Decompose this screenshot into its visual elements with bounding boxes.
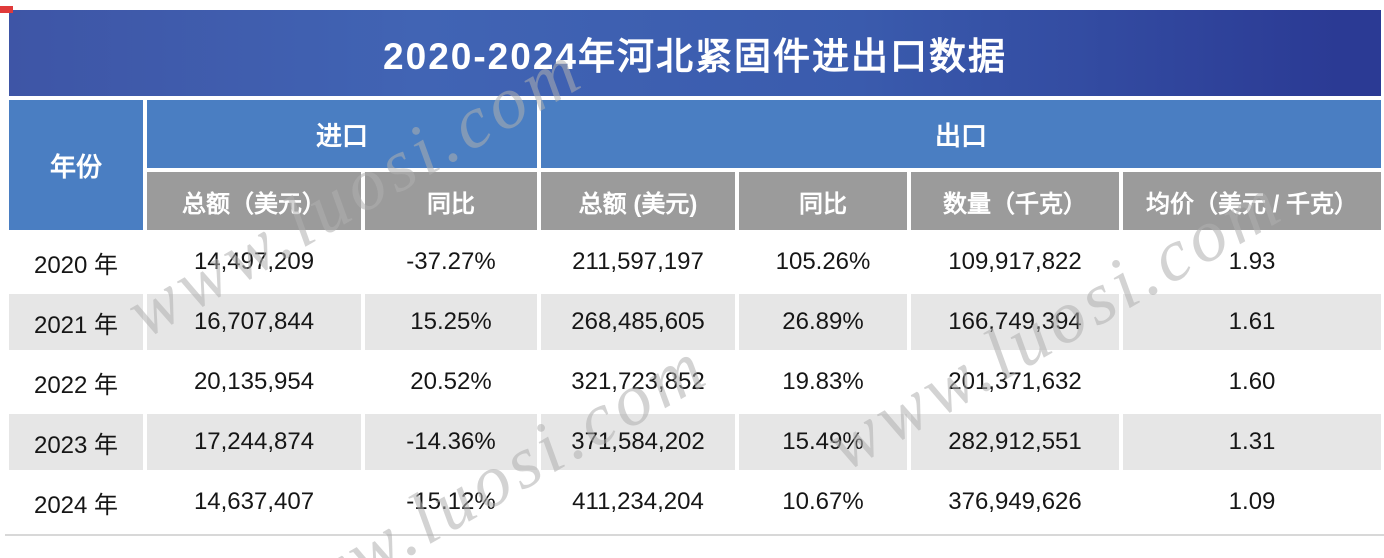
year-cell: 2023 年 [9,414,143,470]
import-yoy-cell: -37.27% [365,234,537,290]
import-yoy-cell: -15.12% [365,474,537,530]
table-row-2020: 2020 年 14,497,209 -37.27% 211,597,197 10… [9,234,1382,290]
col-header-export-quantity: 数量（千克） [911,172,1119,230]
col-header-import-total: 总额（美元） [147,172,361,230]
export-yoy-cell: 19.83% [739,354,907,410]
col-header-export-avg-price: 均价（美元 / 千克） [1123,172,1382,230]
import-yoy-cell: 15.25% [365,294,537,350]
group-header-row: 年份 进口 出口 [9,100,1382,230]
import-total-cell: 14,497,209 [147,234,361,290]
table-row-2021: 2021 年 16,707,844 15.25% 268,485,605 26.… [9,294,1382,350]
import-group-header: 进口 [147,100,537,168]
export-quantity-cell: 376,949,626 [911,474,1119,530]
import-total-cell: 14,637,407 [147,474,361,530]
export-yoy-cell: 105.26% [739,234,907,290]
page: 2020-2024年河北紧固件进出口数据 年份 进口 出口 总额（美元） 同比 … [0,6,1384,558]
table-row-2022: 2022 年 20,135,954 20.52% 321,723,852 19.… [9,354,1382,410]
table-row-2024: 2024 年 14,637,407 -15.12% 411,234,204 10… [9,474,1382,530]
export-total-cell: 268,485,605 [541,294,735,350]
year-cell: 2022 年 [9,354,143,410]
export-avg-price-cell: 1.61 [1123,294,1382,350]
export-avg-price-cell: 1.31 [1123,414,1382,470]
import-export-table: 2020-2024年河北紧固件进出口数据 年份 进口 出口 总额（美元） 同比 … [5,6,1384,536]
import-total-cell: 16,707,844 [147,294,361,350]
export-avg-price-cell: 1.60 [1123,354,1382,410]
export-total-cell: 321,723,852 [541,354,735,410]
import-total-cell: 17,244,874 [147,414,361,470]
export-quantity-cell: 201,371,632 [911,354,1119,410]
export-quantity-cell: 282,912,551 [911,414,1119,470]
export-total-cell: 411,234,204 [541,474,735,530]
page-title: 2020-2024年河北紧固件进出口数据 [9,10,1382,96]
title-row: 2020-2024年河北紧固件进出口数据 [9,10,1382,96]
sub-header-row: 总额（美元） 同比 总额 (美元) 同比 数量（千克） 均价（美元 / 千克） [9,172,1382,230]
export-total-cell: 371,584,202 [541,414,735,470]
col-header-export-yoy: 同比 [739,172,907,230]
import-total-cell: 20,135,954 [147,354,361,410]
export-yoy-cell: 10.67% [739,474,907,530]
export-quantity-cell: 166,749,394 [911,294,1119,350]
export-avg-price-cell: 1.93 [1123,234,1382,290]
export-yoy-cell: 15.49% [739,414,907,470]
corner-red-mark [0,6,13,13]
import-yoy-cell: -14.36% [365,414,537,470]
col-header-export-total: 总额 (美元) [541,172,735,230]
export-group-header: 出口 [541,100,1382,168]
import-yoy-cell: 20.52% [365,354,537,410]
year-cell: 2024 年 [9,474,143,530]
export-avg-price-cell: 1.09 [1123,474,1382,530]
export-total-cell: 211,597,197 [541,234,735,290]
export-quantity-cell: 109,917,822 [911,234,1119,290]
year-column-header: 年份 [9,100,143,230]
table-row-2023: 2023 年 17,244,874 -14.36% 371,584,202 15… [9,414,1382,470]
export-yoy-cell: 26.89% [739,294,907,350]
year-cell: 2020 年 [9,234,143,290]
col-header-import-yoy: 同比 [365,172,537,230]
year-cell: 2021 年 [9,294,143,350]
